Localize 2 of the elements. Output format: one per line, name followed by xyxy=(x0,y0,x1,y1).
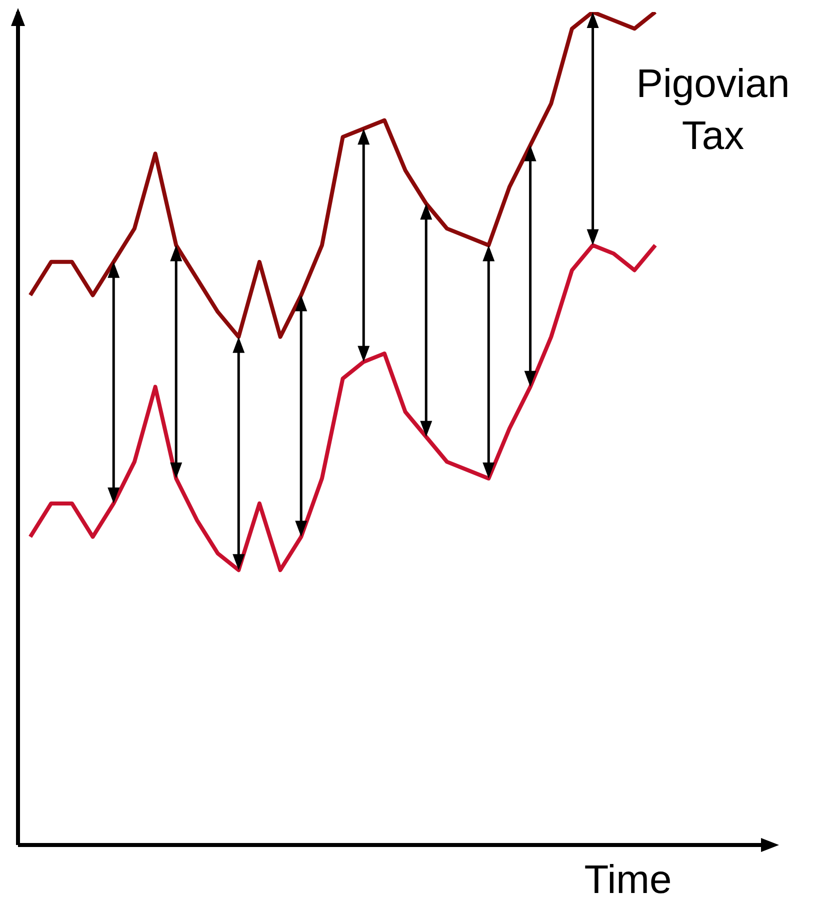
annotation: Pigovian Tax xyxy=(635,61,791,160)
x-axis-title: Time xyxy=(583,858,673,903)
